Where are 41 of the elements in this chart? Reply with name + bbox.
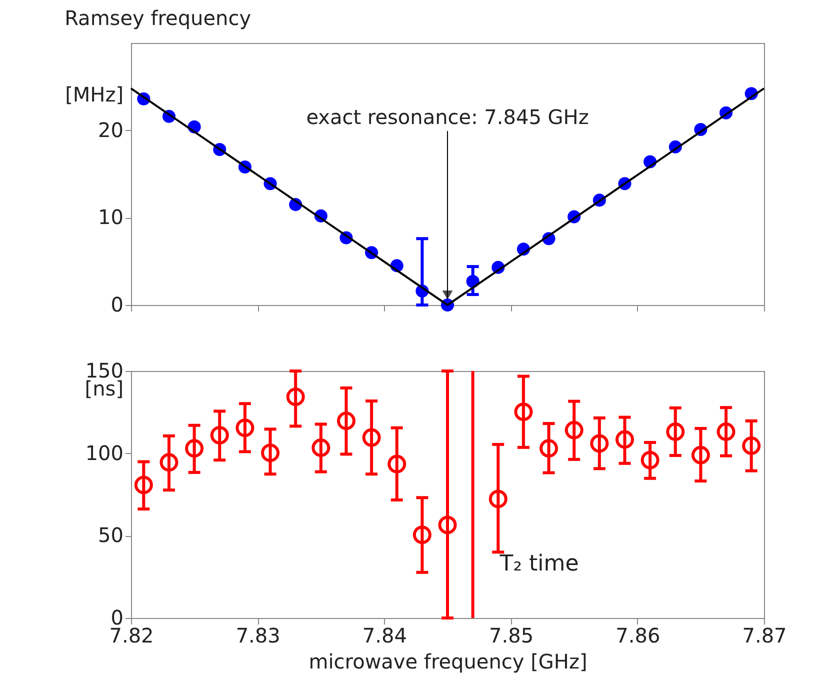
point (540, 439, 558, 458)
x-tick-label: 7.83 (236, 624, 280, 648)
point (666, 422, 685, 441)
point (438, 516, 457, 534)
point (412, 526, 432, 544)
y-tick-label: 50 (98, 523, 124, 548)
point (236, 418, 254, 438)
point (742, 436, 761, 455)
point (261, 444, 280, 462)
point (488, 490, 508, 508)
x-axis-title: microwave frequency [GHz] (308, 650, 588, 674)
point (691, 446, 710, 464)
y-tick-label: 0 (110, 292, 124, 316)
x-tick-label: 7.85 (489, 624, 534, 648)
point (210, 426, 229, 444)
y-tick-label: 20 (98, 118, 124, 142)
x-tick-label: 7.86 (616, 624, 660, 648)
point (286, 388, 305, 406)
point (640, 450, 660, 470)
point (185, 439, 204, 458)
point (134, 476, 153, 494)
point (514, 402, 533, 422)
x-tick-label: 7.87 (742, 624, 787, 648)
point (716, 422, 736, 441)
x-tick-label: 7.84 (362, 624, 407, 648)
point (336, 412, 356, 430)
point (615, 430, 634, 449)
point (362, 428, 381, 447)
annotation: exact resonance: 7.845 GHz (306, 105, 589, 129)
chart-title: Ramsey frequency (64, 6, 252, 30)
y-axis-title: [ns] (84, 376, 124, 400)
annotation: T₂ time (498, 552, 579, 577)
point (590, 434, 609, 453)
x-tick-label: 7.82 (109, 624, 154, 648)
point (388, 454, 406, 474)
point (312, 438, 330, 457)
y-tick-label: 100 (85, 440, 124, 465)
y-axis-title: [MHz] (65, 82, 124, 106)
y-tick-label: 10 (98, 205, 124, 230)
point (160, 453, 178, 472)
point (564, 420, 584, 440)
